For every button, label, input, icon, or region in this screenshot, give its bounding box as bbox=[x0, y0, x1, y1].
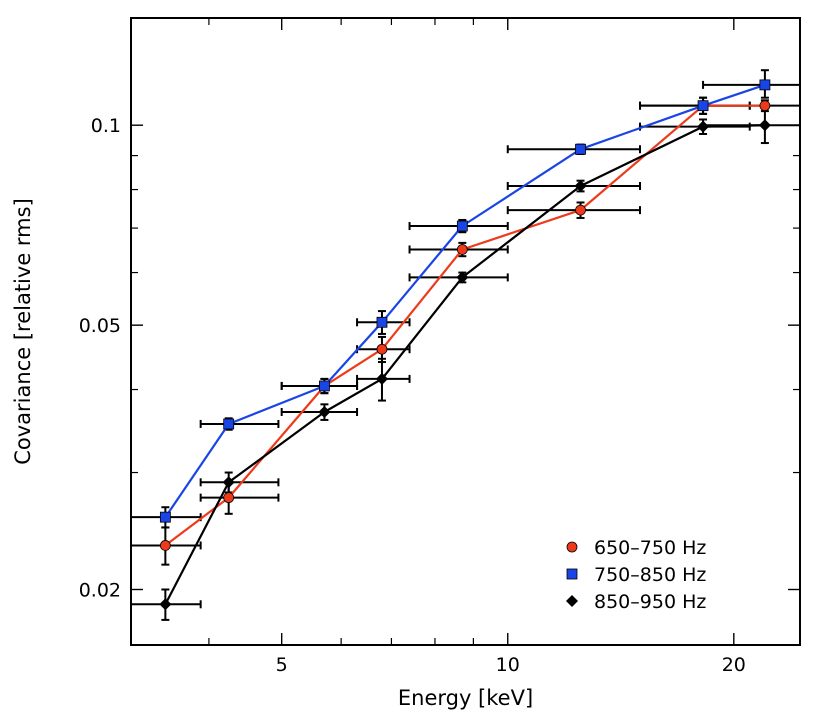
series-3-marker bbox=[697, 120, 710, 133]
y-axis-title: Covariance [relative rms] bbox=[11, 198, 35, 465]
series-2-line bbox=[164, 83, 766, 518]
series-lines bbox=[164, 83, 766, 605]
series-3-marker bbox=[758, 119, 771, 132]
series-2-marker bbox=[223, 418, 235, 430]
x-axis-title: Energy [keV] bbox=[398, 686, 533, 710]
x-tick-label: 10 bbox=[496, 654, 520, 676]
data-markers bbox=[159, 79, 771, 611]
series-3-marker bbox=[574, 179, 587, 192]
legend: 650–750 Hz 750–850 Hz 850–950 Hz bbox=[566, 537, 706, 613]
legend-label-1: 650–750 Hz bbox=[594, 537, 706, 559]
series-2-marker bbox=[456, 220, 468, 232]
y-tick-label: 0.02 bbox=[79, 580, 121, 602]
y-tick-label: 0.1 bbox=[91, 115, 121, 137]
x-tick-label: 5 bbox=[276, 654, 288, 676]
tick-labels: 5 10 20 0.02 0.05 0.1 bbox=[79, 115, 746, 676]
legend-marker-2 bbox=[566, 568, 578, 580]
series-3-marker bbox=[222, 476, 235, 489]
y-tick-label: 0.05 bbox=[79, 315, 121, 337]
series-3-marker bbox=[375, 372, 388, 385]
series-1-marker bbox=[575, 204, 586, 216]
legend-label-2: 750–850 Hz bbox=[594, 564, 706, 586]
legend-marker-1 bbox=[566, 541, 578, 553]
series-3-marker bbox=[456, 271, 469, 284]
series-1-marker bbox=[159, 540, 171, 551]
series-1-line bbox=[164, 104, 765, 547]
series-2-marker bbox=[319, 380, 330, 392]
series-1-marker bbox=[223, 492, 235, 504]
series-2-marker bbox=[759, 79, 771, 91]
series-2-marker bbox=[575, 143, 586, 155]
series-2-marker bbox=[376, 316, 388, 328]
plot-frame bbox=[130, 17, 801, 646]
series-2-marker bbox=[159, 511, 171, 523]
series-1-marker bbox=[759, 100, 771, 112]
legend-marker-3 bbox=[566, 595, 578, 607]
x-tick-label: 20 bbox=[722, 654, 746, 676]
series-3-marker bbox=[159, 598, 172, 611]
legend-label-3: 850–950 Hz bbox=[594, 591, 706, 613]
series-2-marker bbox=[697, 100, 709, 112]
series-3-line bbox=[164, 124, 765, 605]
series-3-marker bbox=[318, 406, 331, 419]
series-1-marker bbox=[376, 343, 388, 355]
series-1-marker bbox=[456, 244, 468, 255]
